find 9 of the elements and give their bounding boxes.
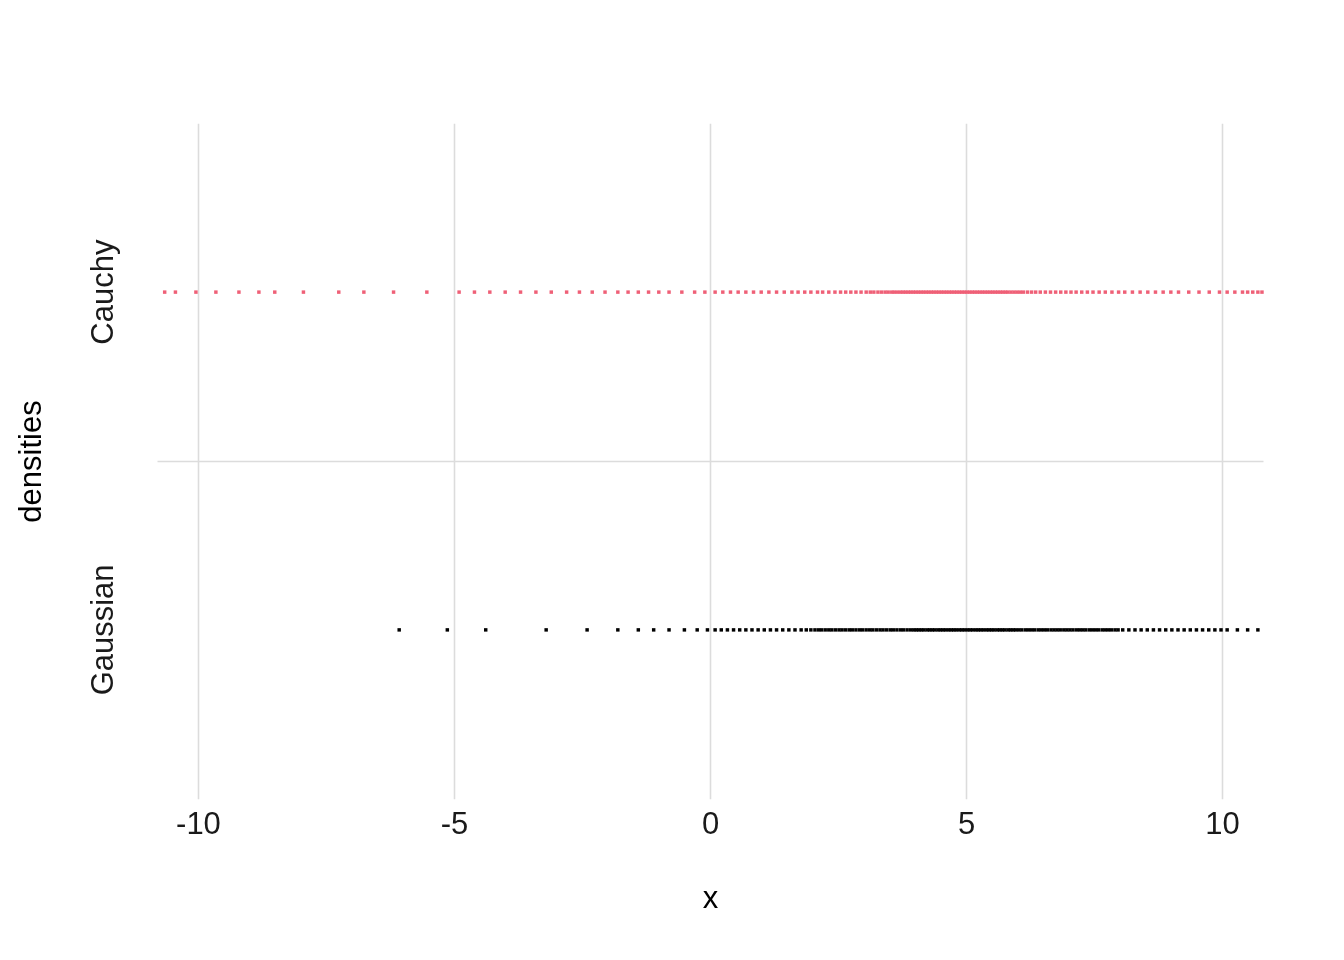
- y-tick-label: Cauchy: [84, 239, 120, 345]
- x-tick-label: 10: [1205, 805, 1240, 841]
- x-tick-label: 5: [957, 805, 976, 841]
- y-tick-label: Gaussian: [84, 564, 120, 696]
- x-tick-label: -10: [176, 805, 221, 841]
- x-axis-title: x: [702, 879, 719, 915]
- x-tick-label: -5: [440, 805, 469, 841]
- x-tick-label: 0: [701, 805, 720, 841]
- y-axis-title: densities: [12, 400, 48, 523]
